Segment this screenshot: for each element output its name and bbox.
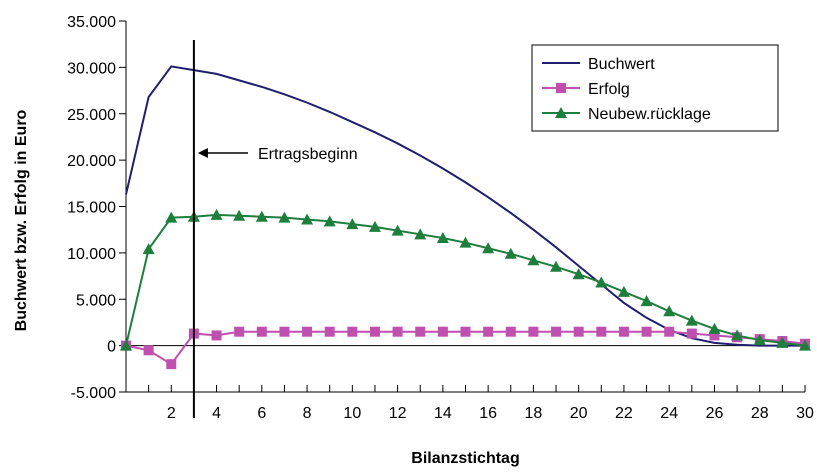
data-point-erfolg — [279, 326, 290, 337]
data-point-neubew-r-cklage — [301, 213, 314, 225]
data-point-neubew-r-cklage — [210, 208, 223, 220]
annotation-group: Ertragsbeginn — [192, 40, 358, 418]
y-tick-label: 30.000 — [67, 60, 116, 77]
data-point-neubew-r-cklage — [482, 242, 495, 254]
data-point-neubew-r-cklage — [640, 295, 653, 307]
legend-label-erfolg: Erfolg — [588, 81, 630, 98]
series-group — [120, 65, 811, 370]
data-point-neubew-r-cklage — [255, 210, 268, 222]
data-point-neubew-r-cklage — [663, 305, 676, 317]
legend-marker-neubew-r-cklage — [555, 107, 567, 118]
series-erfolg — [121, 326, 810, 370]
data-point-erfolg — [641, 326, 652, 337]
data-point-erfolg — [528, 326, 539, 337]
axes: -5.000 0 5.000 10.000 15.000 20.000 25.000 30.0… — [67, 14, 814, 422]
data-point-neubew-r-cklage — [278, 211, 291, 223]
data-point-erfolg — [709, 330, 720, 341]
series-line-neubew-r-cklage — [125, 213, 806, 347]
y-tick-label: 25.000 — [67, 107, 116, 124]
x-tick-label: 24 — [660, 405, 678, 422]
y-ticks: -5.000 0 5.000 10.000 15.000 20.000 25.000 30.0… — [67, 14, 126, 402]
data-point-neubew-r-cklage — [572, 268, 585, 280]
data-point-erfolg — [324, 326, 335, 337]
data-point-erfolg — [618, 326, 629, 337]
data-point-neubew-r-cklage — [595, 276, 608, 288]
data-point-neubew-r-cklage — [120, 339, 132, 351]
data-point-erfolg — [256, 326, 267, 337]
x-tick-label: 10 — [343, 405, 361, 422]
data-point-neubew-r-cklage — [753, 334, 766, 346]
y-tick-label: -5.000 — [71, 385, 116, 402]
data-point-neubew-r-cklage — [550, 260, 563, 272]
data-point-neubew-r-cklage — [323, 215, 336, 227]
data-point-erfolg — [664, 326, 675, 337]
legend: Buchwert Erfolg Neubew.rücklage — [531, 44, 779, 132]
y-axis-title: Buchwert bzw. Erfolg in Euro — [13, 109, 30, 331]
data-point-neubew-r-cklage — [346, 218, 359, 230]
x-tick-label: 12 — [389, 405, 407, 422]
data-point-erfolg — [460, 326, 471, 337]
data-point-neubew-r-cklage — [414, 228, 427, 240]
x-tick-label: 2 — [167, 405, 176, 422]
data-point-erfolg — [143, 345, 154, 356]
data-point-neubew-r-cklage — [527, 254, 540, 266]
x-tick-label: 20 — [570, 405, 588, 422]
data-point-neubew-r-cklage — [142, 243, 155, 255]
data-point-neubew-r-cklage — [799, 339, 811, 351]
data-point-erfolg — [573, 326, 584, 337]
data-point-erfolg — [437, 326, 448, 337]
y-tick-label: 20.000 — [67, 153, 116, 170]
data-point-erfolg — [211, 330, 222, 341]
data-point-neubew-r-cklage — [165, 211, 178, 223]
data-point-erfolg — [166, 359, 177, 370]
data-point-erfolg — [369, 326, 380, 337]
data-point-erfolg — [483, 326, 494, 337]
y-tick-label: 35.000 — [67, 14, 116, 31]
x-tick-label: 22 — [615, 405, 633, 422]
x-tick-label: 26 — [706, 405, 724, 422]
x-tick-label: 8 — [303, 405, 312, 422]
data-point-neubew-r-cklage — [617, 285, 630, 297]
x-tick-label: 6 — [257, 405, 266, 422]
legend-label-neubew-r-cklage: Neubew.rücklage — [588, 106, 711, 123]
data-point-neubew-r-cklage — [731, 329, 744, 341]
data-point-neubew-r-cklage — [685, 314, 698, 326]
data-point-erfolg — [347, 326, 358, 337]
y-tick-label: 5.000 — [76, 292, 116, 309]
data-point-erfolg — [596, 326, 607, 337]
x-axis-title: Bilanzstichtag — [411, 450, 519, 467]
data-point-erfolg — [686, 328, 697, 339]
data-point-neubew-r-cklage — [776, 336, 789, 348]
data-point-neubew-r-cklage — [233, 209, 246, 221]
x-tick-label: 18 — [525, 405, 543, 422]
x-tick-label: 28 — [751, 405, 769, 422]
x-tick-label: 30 — [796, 405, 814, 422]
data-point-neubew-r-cklage — [436, 232, 449, 244]
y-tick-label: 0 — [107, 339, 116, 356]
data-point-erfolg — [415, 326, 426, 337]
data-point-erfolg — [392, 326, 403, 337]
x-ticks: 2 4 6 8 10 12 14 16 18 20 22 24 26 28 30 — [125, 385, 814, 422]
data-point-neubew-r-cklage — [504, 247, 517, 259]
y-tick-label: 10.000 — [67, 246, 116, 263]
data-point-neubew-r-cklage — [368, 220, 381, 232]
ertragsbeginn-label: Ertragsbeginn — [258, 146, 358, 163]
legend-label-buchwert: Buchwert — [588, 56, 655, 73]
legend-marker-erfolg — [556, 83, 566, 93]
ertragsbeginn-arrow-head — [197, 148, 208, 158]
x-tick-label: 14 — [434, 405, 452, 422]
x-tick-label: 16 — [479, 405, 497, 422]
data-point-erfolg — [302, 326, 313, 337]
y-tick-label: 15.000 — [67, 200, 116, 217]
data-point-neubew-r-cklage — [708, 322, 721, 334]
data-point-neubew-r-cklage — [391, 224, 404, 236]
data-point-erfolg — [234, 326, 245, 337]
data-point-erfolg — [505, 326, 516, 337]
x-tick-label: 4 — [212, 405, 221, 422]
data-point-neubew-r-cklage — [459, 236, 472, 248]
data-point-erfolg — [551, 326, 562, 337]
series-neubew-r-cklage — [120, 208, 811, 351]
